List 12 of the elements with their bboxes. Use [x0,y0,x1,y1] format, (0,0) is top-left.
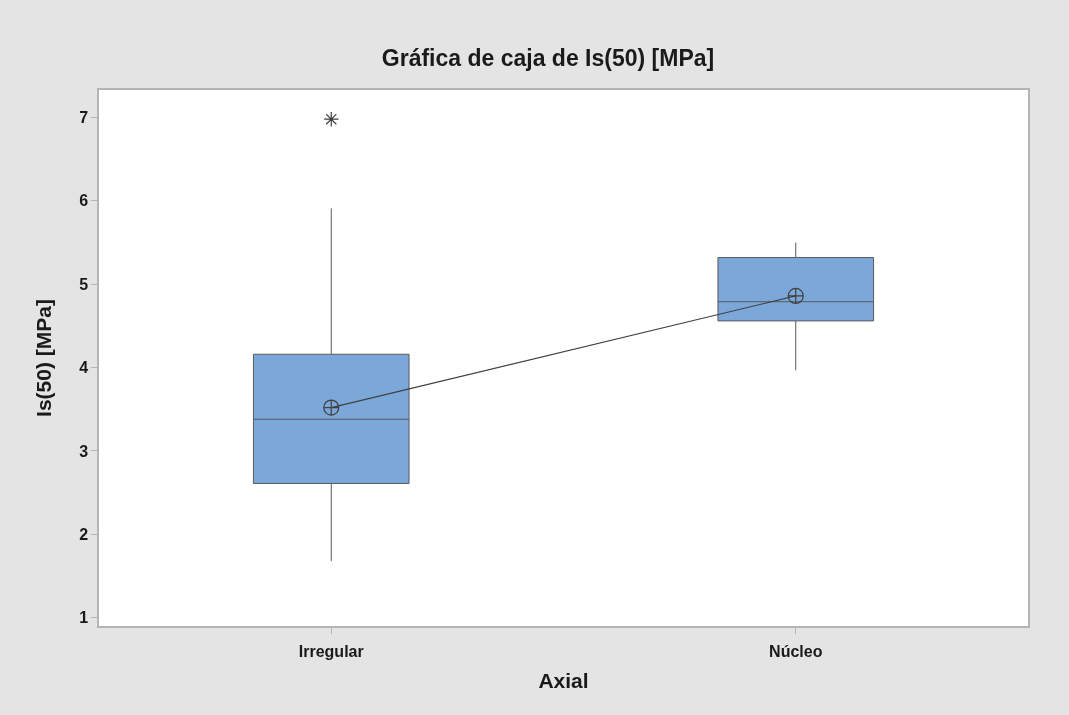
chart-title: Gráfica de caja de Is(50) [MPa] [381,45,715,72]
x-axis-title: Axial [538,668,589,692]
y-tick-label: 2 [79,525,89,543]
y-tick-label: 6 [79,192,89,210]
x-tick-label: Irregular [298,642,364,660]
x-tick-label: Núcleo [769,642,823,660]
y-tick-label: 1 [79,609,89,627]
y-tick-label: 7 [79,109,89,127]
y-tick-label: 4 [79,359,89,377]
y-tick-label: 5 [79,275,89,293]
y-tick-label: 3 [79,442,89,460]
y-axis-title: Is(50) [MPa] [31,299,55,417]
